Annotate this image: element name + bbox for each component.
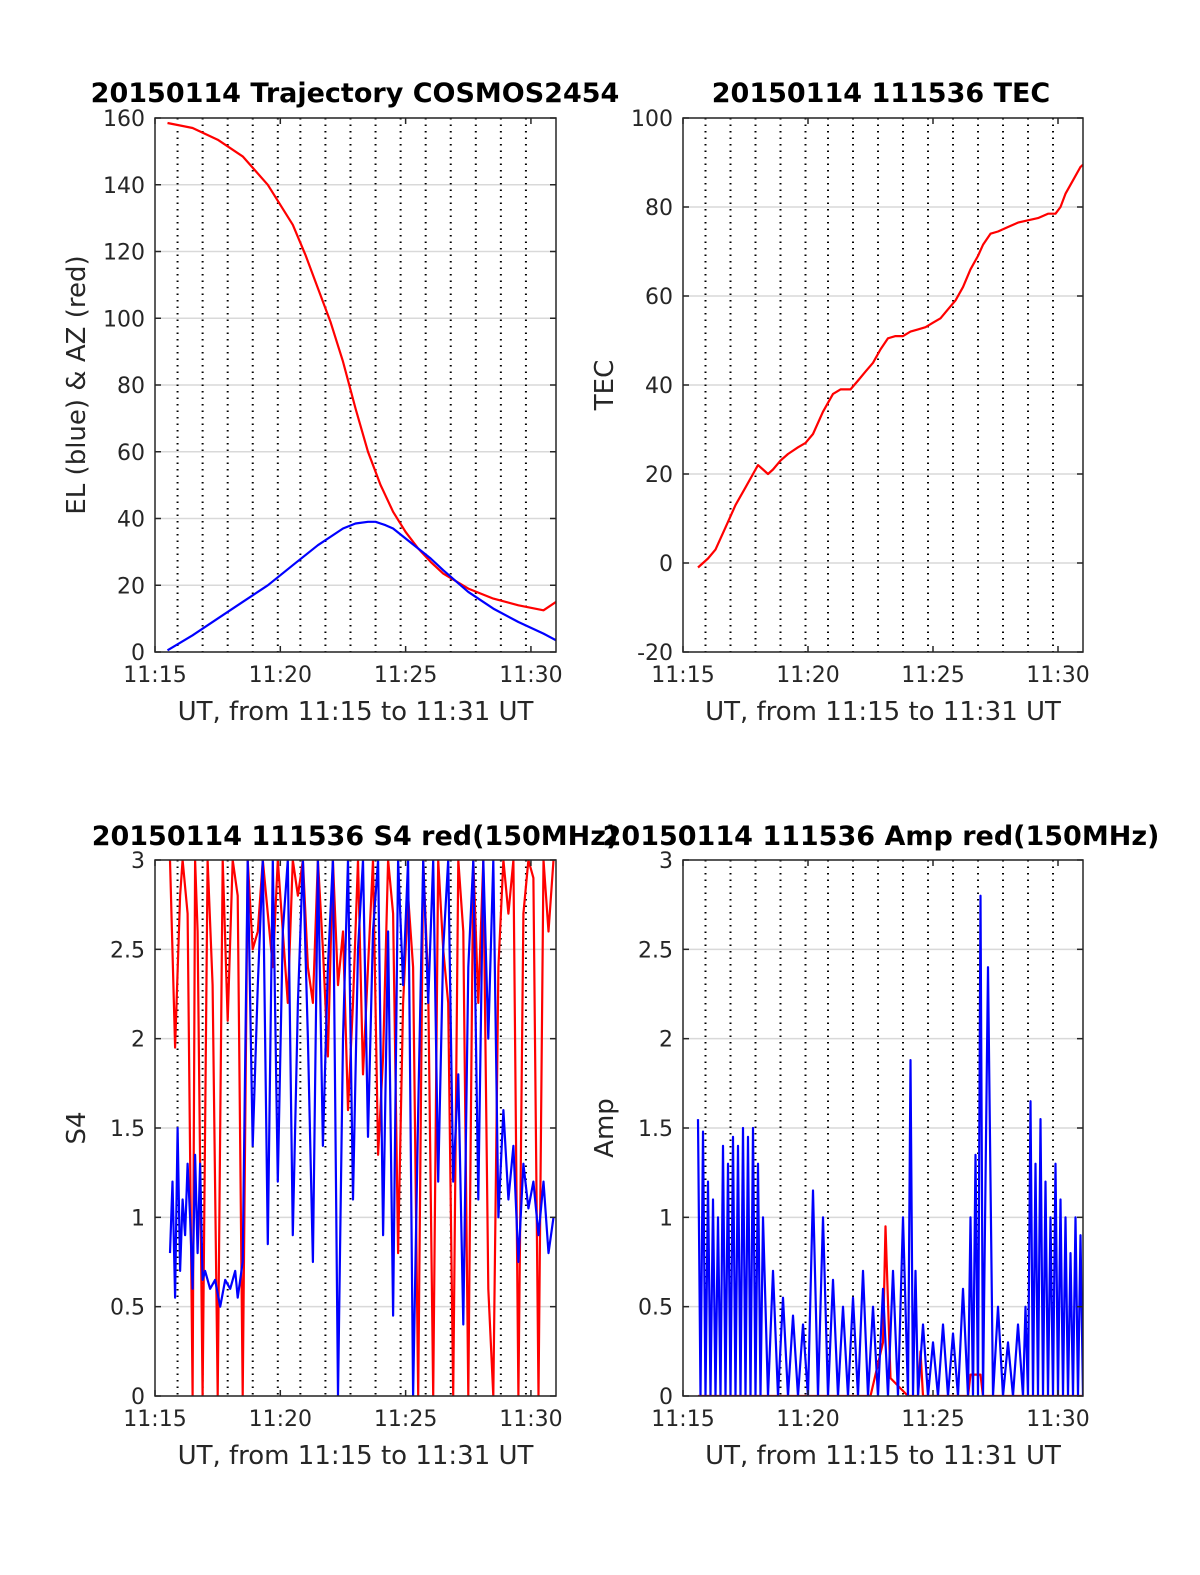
y-tick-label: 60	[117, 441, 145, 466]
series-line-az	[167, 121, 556, 612]
y-tick-label: 80	[645, 196, 673, 221]
x-axis-label: UT, from 11:15 to 11:31 UT	[178, 697, 534, 727]
y-tick-label: 1.5	[110, 1117, 145, 1142]
y-tick-label: 2	[131, 1028, 145, 1053]
chart-title: 20150114 Trajectory COSMOS2454	[91, 78, 620, 109]
y-tick-label: -20	[637, 641, 673, 666]
chart-title: 20150114 111536 TEC	[712, 78, 1051, 109]
y-tick-label: 100	[631, 107, 673, 132]
y-tick-label: 100	[103, 307, 145, 332]
x-tick-label: 11:30	[499, 1407, 562, 1432]
y-tick-label: 20	[645, 463, 673, 488]
y-tick-label: 0.5	[110, 1296, 145, 1321]
y-tick-label: 120	[103, 241, 145, 266]
y-tick-label: 1	[659, 1206, 673, 1231]
x-tick-label: 11:30	[499, 663, 562, 688]
y-tick-label: 2.5	[638, 938, 673, 963]
x-tick-label: 11:15	[123, 1407, 186, 1432]
y-tick-label: 0	[659, 552, 673, 577]
x-tick-label: 11:20	[776, 1407, 839, 1432]
series-line-s4_red	[168, 860, 555, 1396]
y-tick-label: 40	[645, 374, 673, 399]
x-tick-label: 11:30	[1026, 663, 1089, 688]
chart-panel-2: 11:15 11:20 11:25 11:30 -20 0 20 40 60 80 100 UT, f…	[590, 78, 1090, 727]
y-axis-label: S4	[62, 1111, 92, 1144]
y-tick-label: 80	[117, 374, 145, 399]
y-tick-label: 160	[103, 107, 145, 132]
x-tick-label: 11:20	[249, 663, 312, 688]
y-tick-label: 1	[131, 1206, 145, 1231]
x-tick-label: 11:25	[374, 663, 437, 688]
y-tick-label: 0	[131, 1385, 145, 1410]
x-tick-label: 11:25	[374, 1407, 437, 1432]
y-tick-label: 3	[131, 849, 145, 874]
x-tick-label: 11:20	[776, 663, 839, 688]
x-tick-label: 11:25	[901, 663, 964, 688]
y-tick-label: 3	[659, 849, 673, 874]
y-tick-label: 0	[659, 1385, 673, 1410]
x-axis-label: UT, from 11:15 to 11:31 UT	[705, 697, 1061, 727]
y-tick-label: 0.5	[638, 1296, 673, 1321]
chart-title: 20150114 111536 S4 red(150MHz)	[92, 821, 619, 852]
chart-panel-3: 11:15 11:20 11:25 11:30 0 0.5 1 1.5 2 2.5 3 UT, fro…	[62, 821, 618, 1471]
x-axis-label: UT, from 11:15 to 11:31 UT	[705, 1441, 1061, 1471]
x-tick-label: 11:15	[651, 1407, 714, 1432]
series-line-s4_blue	[168, 860, 555, 1396]
chart-title: 20150114 111536 Amp red(150MHz)	[603, 821, 1160, 852]
y-tick-label: 2	[659, 1028, 673, 1053]
y-tick-label: 60	[645, 285, 673, 310]
x-axis-label: UT, from 11:15 to 11:31 UT	[178, 1441, 534, 1471]
x-tick-label: 11:15	[123, 663, 186, 688]
y-tick-label: 2.5	[110, 938, 145, 963]
y-tick-label: 0	[131, 641, 145, 666]
chart-panel-4: 11:15 11:20 11:25 11:30 0 0.5 1 1.5 2 2.5 3 UT, fro…	[590, 821, 1159, 1471]
chart-panel-1: 11:15 11:20 11:25 11:30 0 20 40 60 80 100 120 140 16…	[62, 78, 619, 727]
y-axis-label: TEC	[590, 360, 620, 411]
x-tick-label: 11:30	[1026, 1407, 1089, 1432]
y-tick-label: 20	[117, 574, 145, 599]
y-tick-label: 40	[117, 508, 145, 533]
x-tick-label: 11:25	[901, 1407, 964, 1432]
y-tick-label: 1.5	[638, 1117, 673, 1142]
series-line-amp_blue	[696, 894, 1083, 1396]
y-tick-label: 140	[103, 174, 145, 199]
series-line-el	[166, 520, 556, 652]
y-axis-label: EL (blue) & AZ (red)	[62, 255, 92, 514]
x-tick-label: 11:20	[249, 1407, 312, 1432]
y-axis-label: Amp	[590, 1098, 620, 1158]
x-tick-label: 11:15	[651, 663, 714, 688]
series-line-tec	[697, 163, 1083, 569]
